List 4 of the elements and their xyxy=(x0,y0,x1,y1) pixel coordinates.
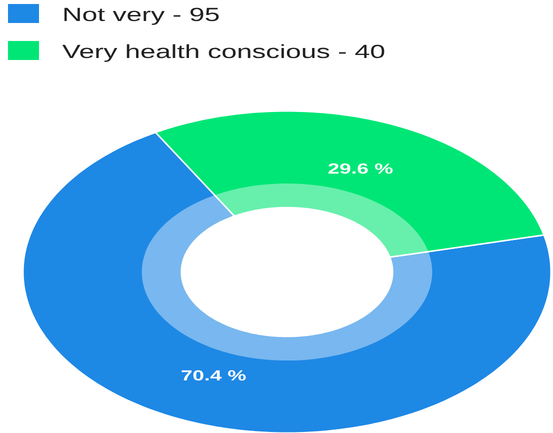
legend-label: Very health conscious - 40 xyxy=(62,44,384,62)
legend-label: Not very - 95 xyxy=(64,8,219,25)
data-label: 29.6 % xyxy=(328,163,393,174)
data-label: 70.4 % xyxy=(182,370,246,381)
